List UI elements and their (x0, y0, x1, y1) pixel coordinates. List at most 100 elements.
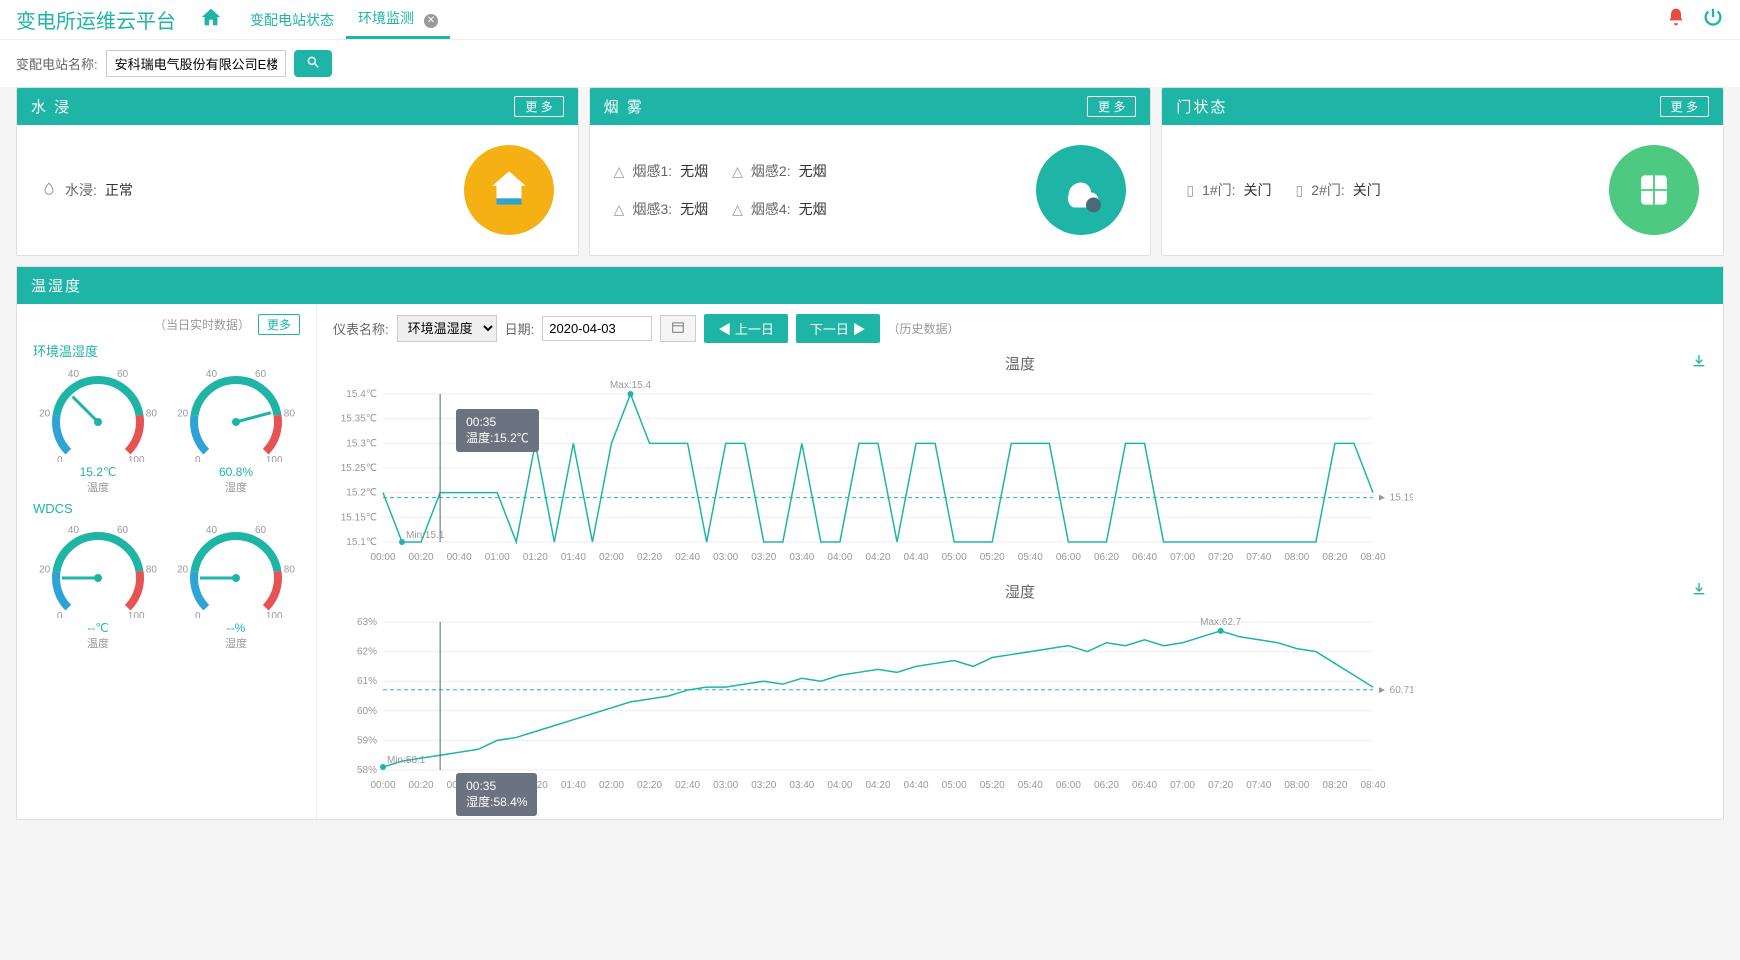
meter-name-select[interactable]: 环境温湿度 (397, 315, 497, 342)
bell-icon[interactable] (1666, 7, 1686, 33)
svg-text:100: 100 (266, 455, 283, 462)
svg-text:40: 40 (68, 525, 80, 536)
svg-text:03:00: 03:00 (713, 780, 738, 791)
realtime-label: （当日实时数据） (154, 316, 250, 333)
svg-text:62%: 62% (357, 647, 377, 658)
svg-text:06:20: 06:20 (1094, 552, 1119, 563)
svg-text:Min:15.1: Min:15.1 (406, 530, 445, 541)
svg-text:08:20: 08:20 (1322, 552, 1347, 563)
svg-text:00:20: 00:20 (409, 780, 434, 791)
svg-text:06:00: 06:00 (1056, 780, 1081, 791)
svg-text:100: 100 (128, 455, 145, 462)
door-big-icon (1609, 145, 1699, 235)
app-title: 变电所运维云平台 (16, 5, 176, 34)
date-input[interactable] (542, 316, 652, 341)
svg-text:07:00: 07:00 (1170, 552, 1195, 563)
svg-text:20: 20 (177, 565, 189, 576)
svg-text:07:00: 07:00 (1170, 780, 1195, 791)
more-button[interactable]: 更 多 (1087, 96, 1136, 117)
svg-text:80: 80 (284, 409, 296, 420)
history-label: （历史数据） (888, 320, 960, 337)
svg-text:20: 20 (39, 565, 51, 576)
smoke-card: 烟 雾 更 多 △烟感1:无烟 △烟感3:无烟 △烟感2:无烟 △烟感4:无烟 (589, 87, 1152, 256)
gauge: 020406080100 15.2℃温度 (33, 362, 163, 495)
droplet-icon (41, 181, 57, 200)
gauge-group-title: WDCS (33, 501, 300, 516)
chart-tooltip: 00:35 温度:15.2℃ (456, 409, 539, 452)
svg-text:07:40: 07:40 (1246, 552, 1271, 563)
chart-panel: 仪表名称: 环境温湿度 日期: ◀ 上一日 下一日 ▶ （历史数据） 温度 15… (317, 304, 1723, 819)
svg-text:20: 20 (39, 409, 51, 420)
download-icon[interactable] (1691, 353, 1707, 372)
next-day-button[interactable]: 下一日 ▶ (796, 314, 880, 343)
svg-text:03:00: 03:00 (713, 552, 738, 563)
svg-text:60: 60 (255, 525, 267, 536)
svg-text:08:00: 08:00 (1284, 780, 1309, 791)
svg-text:08:20: 08:20 (1322, 780, 1347, 791)
svg-text:01:20: 01:20 (523, 552, 548, 563)
prev-day-button[interactable]: ◀ 上一日 (704, 314, 788, 343)
svg-text:05:20: 05:20 (980, 552, 1005, 563)
svg-text:07:40: 07:40 (1246, 780, 1271, 791)
svg-text:05:00: 05:00 (942, 780, 967, 791)
svg-text:04:40: 04:40 (904, 552, 929, 563)
calendar-button[interactable] (660, 315, 696, 342)
svg-text:05:40: 05:40 (1018, 780, 1043, 791)
svg-text:05:40: 05:40 (1018, 552, 1043, 563)
svg-text:0: 0 (195, 611, 201, 618)
svg-text:80: 80 (146, 409, 158, 420)
svg-text:06:20: 06:20 (1094, 780, 1119, 791)
svg-text:02:20: 02:20 (637, 552, 662, 563)
svg-text:01:40: 01:40 (561, 780, 586, 791)
temperature-chart: 温度 15.1℃15.15℃15.2℃15.25℃15.3℃15.35℃15.4… (333, 353, 1707, 571)
more-button[interactable]: 更 多 (514, 96, 563, 117)
svg-text:58%: 58% (357, 765, 377, 776)
door-card: 门状态 更 多 ▯1#门:关门 ▯2#门:关门 (1161, 87, 1724, 256)
svg-text:04:40: 04:40 (904, 780, 929, 791)
svg-text:0: 0 (195, 455, 201, 462)
meter-name-label: 仪表名称: (333, 319, 389, 338)
gauge: 020406080100 --%湿度 (171, 518, 301, 651)
power-icon[interactable] (1702, 6, 1724, 34)
svg-text:01:40: 01:40 (561, 552, 586, 563)
smoke-big-icon (1036, 145, 1126, 235)
svg-text:15.25℃: 15.25℃ (341, 463, 377, 474)
tab-env-monitor[interactable]: 环境监测 ✕ (346, 0, 450, 39)
home-icon[interactable] (200, 6, 222, 34)
svg-text:04:00: 04:00 (827, 552, 852, 563)
water-status: 水浸: 正常 (41, 180, 133, 200)
svg-text:40: 40 (206, 369, 218, 380)
more-button[interactable]: 更多 (258, 314, 300, 335)
chart-title: 温度 (333, 353, 1707, 374)
close-icon[interactable]: ✕ (424, 14, 438, 28)
svg-text:15.3℃: 15.3℃ (346, 438, 377, 449)
svg-text:03:40: 03:40 (789, 552, 814, 563)
fire-icon: △ (732, 163, 743, 180)
svg-text:15.15℃: 15.15℃ (341, 512, 377, 523)
card-title: 水 浸 (31, 96, 71, 117)
station-name-input[interactable] (106, 50, 286, 77)
svg-text:► 60.71: ► 60.71 (1377, 685, 1413, 696)
chart-title: 湿度 (333, 581, 1707, 602)
svg-text:100: 100 (266, 611, 283, 618)
svg-text:04:20: 04:20 (865, 780, 890, 791)
svg-text:0: 0 (57, 455, 63, 462)
svg-text:06:40: 06:40 (1132, 552, 1157, 563)
card-title: 烟 雾 (604, 96, 644, 117)
svg-text:63%: 63% (357, 617, 377, 628)
more-button[interactable]: 更 多 (1660, 96, 1709, 117)
search-button[interactable] (294, 50, 332, 77)
tab-station-status[interactable]: 变配电站状态 (238, 2, 346, 38)
chart-tooltip: 00:35 湿度:58.4% (456, 773, 537, 816)
svg-text:60: 60 (255, 369, 267, 380)
svg-text:59%: 59% (357, 735, 377, 746)
svg-text:05:20: 05:20 (980, 780, 1005, 791)
svg-text:► 15.19: ► 15.19 (1377, 493, 1413, 504)
svg-text:20: 20 (177, 409, 189, 420)
svg-text:04:00: 04:00 (827, 780, 852, 791)
svg-text:02:00: 02:00 (599, 780, 624, 791)
svg-text:80: 80 (284, 565, 296, 576)
svg-text:03:20: 03:20 (751, 780, 776, 791)
svg-text:02:00: 02:00 (599, 552, 624, 563)
download-icon[interactable] (1691, 581, 1707, 600)
